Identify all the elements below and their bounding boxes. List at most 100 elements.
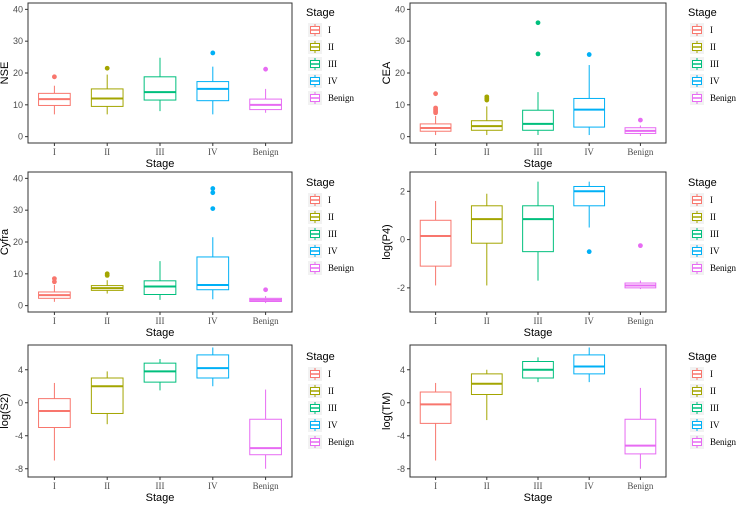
y-tick-label: 20 <box>13 237 23 247</box>
box-iqr <box>143 76 177 101</box>
outlier-point <box>535 51 541 57</box>
y-axis-title: log(S2) <box>0 393 11 428</box>
box-benign <box>249 287 282 304</box>
box-i <box>419 91 452 136</box>
x-tick-label: I <box>434 481 437 491</box>
x-axis-title: Stage <box>146 492 175 504</box>
box-iii <box>522 20 554 136</box>
box-iqr <box>573 354 606 375</box>
outlier-point <box>210 50 216 56</box>
legend-label: I <box>328 369 331 379</box>
legend-key-i: I <box>690 23 713 37</box>
legend-label: IV <box>328 246 338 256</box>
y-tick-label: 30 <box>13 205 23 215</box>
box-iqr <box>470 205 503 244</box>
legend-title: Stage <box>306 177 335 189</box>
box-iqr <box>143 280 177 295</box>
box-iqr <box>196 81 230 102</box>
y-tick-label: 10 <box>395 100 405 110</box>
legend-title: Stage <box>306 7 335 19</box>
x-tick-label: III <box>156 147 165 157</box>
box-i <box>38 74 71 115</box>
x-tick-label: IV <box>584 481 594 491</box>
legend-label: Benign <box>710 93 736 103</box>
legend-key-iii: III <box>690 227 719 241</box>
legend-label: III <box>710 59 719 69</box>
y-tick-label: 4 <box>18 365 23 375</box>
legend-key-iii: III <box>690 57 719 71</box>
y-axis-title: log(TM) <box>381 392 393 430</box>
legend-key-benign: Benign <box>690 91 736 105</box>
box-ii <box>470 193 503 286</box>
box-i <box>419 200 452 286</box>
box-iqr <box>419 391 452 424</box>
box-iv <box>196 186 230 300</box>
legend-title: Stage <box>306 351 335 363</box>
outlier-point <box>263 287 268 293</box>
legend-key-ii: II <box>690 384 716 398</box>
x-tick-label: III <box>156 481 165 491</box>
y-tick-label: 0 <box>18 301 23 311</box>
legend-key-iv: IV <box>690 74 720 88</box>
x-tick-label: III <box>534 481 543 491</box>
box-iv <box>573 52 606 136</box>
y-tick-label: 40 <box>395 4 405 14</box>
outlier-point <box>210 206 216 211</box>
legend-key-benign: Benign <box>690 435 736 449</box>
x-tick-label: IV <box>208 147 218 157</box>
box-ii <box>90 65 124 115</box>
outlier-point <box>104 65 110 71</box>
legend-key-benign: Benign <box>308 91 354 105</box>
x-tick-label: I <box>53 316 56 326</box>
box-iqr <box>522 109 554 131</box>
legend-label: I <box>710 195 713 205</box>
legend-key-benign: Benign <box>690 261 736 275</box>
legend-key-iii: III <box>308 57 337 71</box>
y-tick-label: 0 <box>400 398 405 408</box>
legend-key-iv: IV <box>308 244 338 258</box>
y-tick-label: 0 <box>18 132 23 142</box>
box-iii <box>143 359 177 391</box>
outlier-point <box>586 249 592 255</box>
box-iii <box>143 261 177 300</box>
y-tick-label: -4 <box>15 431 23 441</box>
legend-label: Benign <box>710 437 736 447</box>
x-tick-label: II <box>104 316 110 326</box>
legend-label: III <box>328 229 337 239</box>
legend-title: Stage <box>688 7 717 19</box>
x-tick-label: II <box>104 481 110 491</box>
box-ii <box>470 94 503 136</box>
legend-title: Stage <box>688 177 717 189</box>
box-benign <box>624 387 657 469</box>
legend-label: II <box>328 386 334 396</box>
y-tick-label: -2 <box>397 283 405 293</box>
legend-key-ii: II <box>308 384 334 398</box>
legend-label: III <box>710 403 719 413</box>
x-tick-label: Benign <box>627 316 653 326</box>
box-i <box>38 382 71 461</box>
legend-label: Benign <box>328 263 354 273</box>
legend-label: III <box>710 229 719 239</box>
y-tick-label: 0 <box>400 235 405 245</box>
y-axis-title: Cyfra <box>0 228 11 255</box>
legend-key-iv: IV <box>690 244 720 258</box>
outlier-point <box>52 276 57 281</box>
y-tick-label: 0 <box>18 398 23 408</box>
legend-label: III <box>328 403 337 413</box>
y-tick-label: 0 <box>400 132 405 142</box>
box-benign <box>624 117 657 136</box>
x-tick-label: Benign <box>253 481 279 491</box>
y-tick-label: 20 <box>395 68 405 78</box>
box-benign <box>249 66 282 113</box>
legend-label: Benign <box>710 263 736 273</box>
box-iqr <box>573 97 606 128</box>
outlier-point <box>210 186 216 191</box>
x-tick-label: III <box>156 316 165 326</box>
